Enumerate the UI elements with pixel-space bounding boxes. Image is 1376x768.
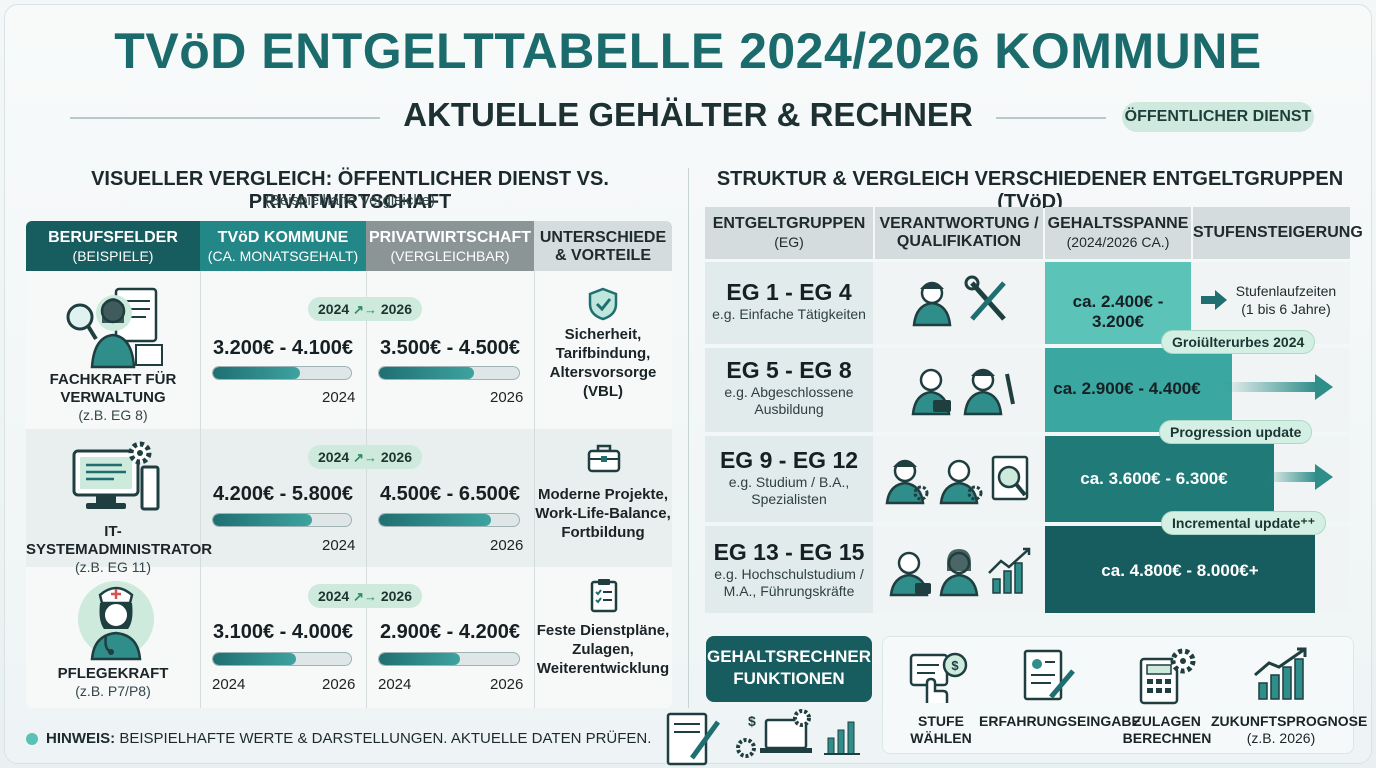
svg-text:$: $: [748, 713, 756, 729]
update-pill: Incremental update⁺⁺: [1161, 511, 1327, 535]
group-cell: [705, 262, 873, 344]
col-divider: [534, 271, 535, 708]
year-label: 2026: [490, 676, 524, 693]
subtitle-rule-right: [996, 117, 1106, 119]
calculator-functions-label: GEHALTSRECHNER FUNKTIONEN: [706, 636, 872, 702]
hand-coin-icon: $: [909, 649, 969, 705]
calculator-gear-icon: [1139, 647, 1197, 705]
documents-laptop-icon: $: [656, 708, 868, 768]
salary-range: ca. 3.600€ - 6.300€: [1080, 469, 1228, 488]
col-header-berufsfelder: BERUFSFELDER (BEISPIELE): [26, 221, 200, 271]
year-label: 2024: [212, 676, 246, 693]
salary-step-bar: [1045, 348, 1233, 432]
col-header-groups: ENTGELTGRUPPEN (EG): [705, 207, 873, 259]
profession-name: FACHKRAFT FÜR VERWALTUNG (z.B. EG 8): [49, 371, 177, 423]
group-label: EG 13 - EG 15 e.g. Hochschulstudium / M.A.…: [713, 539, 865, 599]
section-divider: [688, 168, 689, 708]
clipboard-icon: [588, 577, 620, 613]
calculator-panel: $ STUFE WÄHLEN ERFAHRUNGSEINGABE ZULAGEN B…: [882, 636, 1368, 754]
group-label: EG 5 - EG 8 e.g. Abgeschlossene Ausbildung: [724, 357, 854, 417]
private-salary-range: 2.900€ - 4.200€: [379, 621, 521, 643]
tvod-salary-bar: [212, 652, 352, 666]
svg-text:$: $: [951, 658, 959, 673]
col-header-benefits: UNTERSCHIEDE & VORTEILE: [534, 221, 672, 271]
col-header-private: PRIVATWIRTSCHAFT (VERGLEICHBAR): [366, 221, 534, 271]
feature-stufe[interactable]: STUFE WÄHLEN: [910, 713, 972, 746]
footnote: HINWEIS: BEISPIELHAFTE WERTE & DARSTELLU…: [46, 730, 652, 747]
private-salary-bar: [378, 652, 520, 666]
year-pill: 2024 ↗→ 2026: [308, 584, 422, 608]
private-salary-bar: [378, 366, 520, 380]
briefcase-icon: [586, 443, 622, 473]
salary-range: ca. 4.800€ - 8.000€+: [1101, 561, 1259, 580]
update-pill: Progression update: [1159, 420, 1313, 444]
year-label: 2026: [322, 676, 356, 693]
year-pill: 2024 ↗→ 2026: [308, 445, 422, 469]
tvod-salary-range: 3.200€ - 4.100€: [212, 337, 354, 359]
group-cell: [705, 348, 873, 432]
col-divider: [366, 271, 367, 708]
specialists-icon: [885, 451, 1035, 505]
group-label: EG 9 - EG 12 e.g. Studium / B.A., Speziali…: [719, 447, 859, 507]
tvod-salary-range: 3.100€ - 4.000€: [212, 621, 354, 643]
year-label: 2024: [378, 676, 412, 693]
benefits-text: Sicherheit, Tarifbindung, Altersvorsorge (V…: [549, 326, 657, 400]
year-label: 2026: [490, 537, 524, 554]
year-label: 2024: [322, 389, 356, 406]
private-salary-bar: [378, 513, 520, 527]
computer-gear-icon: [70, 441, 162, 517]
feature-allowances[interactable]: ZULAGEN BERECHNEN: [1122, 713, 1212, 746]
page-subtitle: AKTUELLE GEHÄLTER & RECHNER: [403, 96, 973, 133]
tvod-salary-range: 4.200€ - 5.800€: [212, 483, 354, 505]
page-title: TVöD ENTGELTTABELLE 2024/2026 KOMMUNE: [114, 23, 1262, 79]
worker-tools-icon: [910, 275, 1014, 327]
salary-step-bar: [1045, 436, 1274, 522]
group-cell: [705, 526, 873, 613]
left-section-title: VISUELLER VERGLEICH: ÖFFENTLICHER DIENST…: [91, 168, 609, 213]
year-label: 2024: [322, 537, 356, 554]
col-header-tvod: TVöD KOMMUNE (CA. MONATSGEHALT): [200, 221, 366, 271]
salary-range: ca. 2.400€ - 3.200€: [1072, 292, 1164, 331]
salary-step-bar: [1045, 526, 1315, 613]
private-salary-range: 4.500€ - 6.500€: [379, 483, 521, 505]
feature-experience[interactable]: ERFAHRUNGSEINGABE: [979, 713, 1141, 729]
profession-name: IT-SYSTEMADMINISTRATOR (z.B. EG 11): [26, 523, 213, 575]
year-label: 2026: [490, 389, 524, 406]
feature-forecast[interactable]: ZUKUNFTSPROGNOSE (z.B. 2026): [1211, 713, 1368, 746]
nurse-icon: [76, 577, 156, 661]
public-service-badge: ÖFFENTLICHER DIENST: [1122, 102, 1314, 132]
update-pill: Groiülterurbes 2024: [1161, 330, 1316, 354]
note-bullet: [26, 733, 38, 745]
year-pill: 2024 ↗→ 2026: [308, 297, 422, 321]
col-header-level-increase: STUFENSTEIGERUNG: [1193, 207, 1363, 259]
tvod-salary-bar: [212, 513, 352, 527]
benefits-text: Feste Dienstpläne, Zulagen, Weiterentwickl…: [536, 622, 670, 677]
salary-range: ca. 2.900€ - 4.400€: [1053, 379, 1201, 398]
group-cell: [705, 436, 873, 522]
growth-chart-icon: [1253, 645, 1313, 703]
private-salary-range: 3.500€ - 4.500€: [379, 337, 521, 359]
shield-check-icon: [587, 287, 619, 321]
subtitle-rule-left: [70, 117, 380, 119]
stufen-duration-text: Stufenlaufzeiten (1 bis 6 Jahre): [1235, 283, 1337, 317]
managers-growth-icon: [889, 541, 1035, 597]
progress-arrow-icon: [1201, 290, 1227, 310]
comparison-table: BERUFSFELDER (BEISPIELE) TVöD KOMMUNE (CA.…: [26, 221, 672, 708]
col-header-responsibility: VERANTWORTUNG / QUALIFIKATION: [875, 207, 1043, 259]
progress-arrow-icon: [1265, 464, 1333, 490]
admin-worker-icon: [58, 283, 168, 373]
col-header-salary-span: GEHALTSSPANNE (2024/2026 CA.): [1045, 207, 1191, 259]
col-divider: [200, 271, 201, 708]
left-section-subtitle: (Beispielhafte Vergleiche): [264, 192, 436, 209]
office-craft-workers-icon: [909, 360, 1019, 416]
form-edit-icon: [1021, 647, 1077, 705]
tvod-salary-bar: [212, 366, 352, 380]
pay-group-table: ENTGELTGRUPPEN (EG) VERANTWORTUNG / QUALIF…: [705, 207, 1363, 613]
group-label: EG 1 - EG 4 e.g. Einfache Tätigkeiten: [712, 279, 866, 322]
profession-name: PFLEGEKRAFT (z.B. P7/P8): [57, 665, 169, 699]
benefits-text: Moderne Projekte, Work-Life-Balance, Fortb…: [535, 486, 671, 541]
progress-arrow-icon: [1221, 374, 1333, 400]
